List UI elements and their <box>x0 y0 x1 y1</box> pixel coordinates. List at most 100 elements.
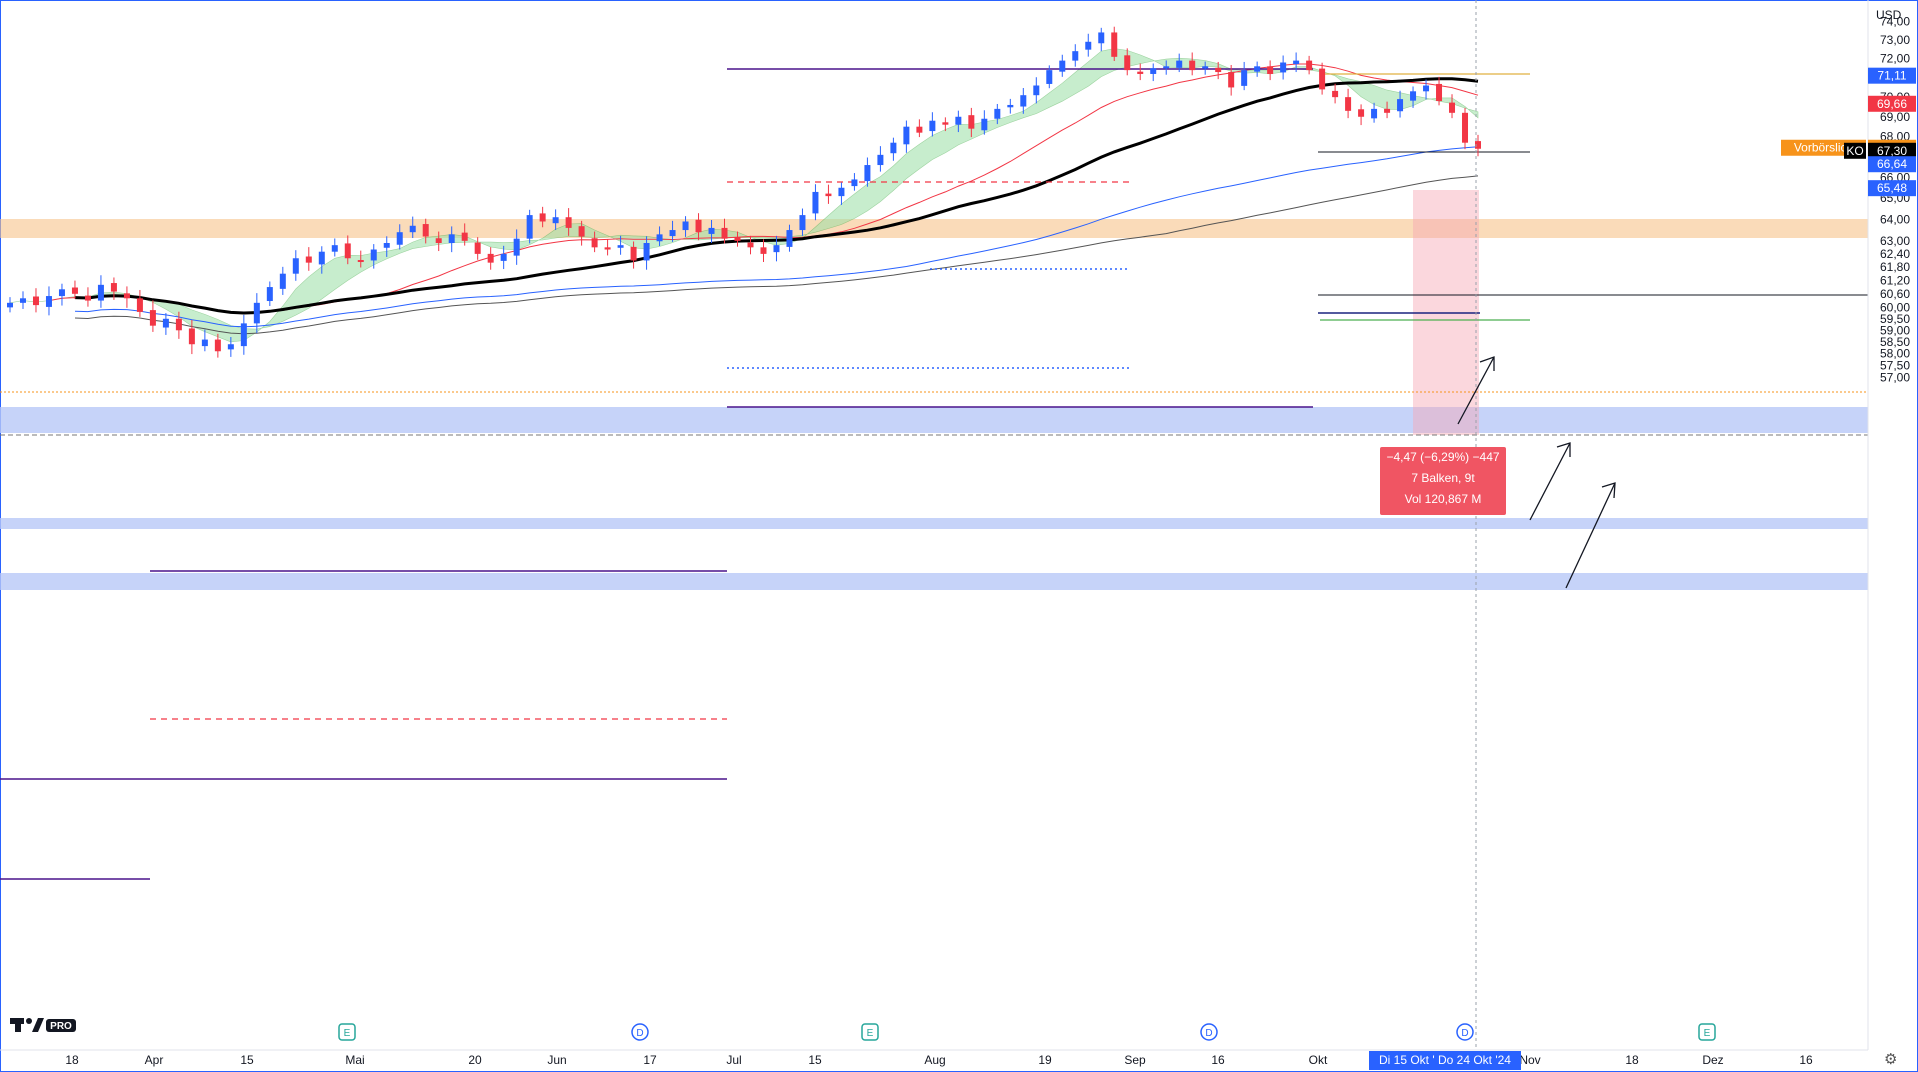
time-tick-label: 17 <box>643 1053 657 1067</box>
time-tick-label: Jul <box>726 1053 741 1067</box>
candle-body <box>123 293 130 299</box>
time-selection-label: Di 15 Okt ' Do 24 Okt '24 <box>1379 1053 1511 1067</box>
candle-body <box>1371 108 1378 119</box>
candle-body <box>1436 83 1443 102</box>
tooltip-change: −4,47 (−6,29%) −447 <box>1386 450 1500 464</box>
candle-body <box>1085 41 1092 50</box>
moving-averages <box>48 63 1479 335</box>
time-tick-label: Jun <box>547 1053 566 1067</box>
candle-body <box>383 242 390 248</box>
time-tick-label: Nov <box>1519 1053 1540 1067</box>
candle-body <box>487 253 494 263</box>
price-tick-label: 64,00 <box>1880 212 1910 226</box>
candle-body <box>1254 66 1261 72</box>
candle-body <box>747 242 754 248</box>
price-tick-label: 57,50 <box>1880 358 1910 372</box>
candle-body <box>201 339 208 347</box>
candle-body <box>1475 141 1481 149</box>
price-tick-label: 74,00 <box>1880 14 1910 28</box>
candle-body <box>1267 66 1274 74</box>
candle-body <box>1046 70 1053 84</box>
candle-body <box>214 339 221 352</box>
candles[interactable] <box>7 26 1481 358</box>
candle-body <box>708 227 715 234</box>
candle-body <box>1007 104 1014 108</box>
price-tick-label: 60,00 <box>1880 300 1910 314</box>
candle-body <box>1332 90 1339 98</box>
dividend-marker-icon <box>1200 1023 1218 1041</box>
price-tick-label: 58,00 <box>1880 347 1910 361</box>
candle-body <box>1358 109 1365 117</box>
candle-body <box>71 287 78 294</box>
candle-body <box>617 245 624 248</box>
candle-body <box>188 328 195 345</box>
time-tick-label: Aug <box>924 1053 945 1067</box>
candle-body <box>760 247 767 254</box>
currency-label[interactable]: USD <box>1876 8 1902 22</box>
candle-body <box>994 108 1001 119</box>
candle-body <box>526 215 533 239</box>
price-tag-box <box>1868 95 1916 112</box>
candle-body <box>305 256 312 263</box>
candle-body <box>981 118 988 131</box>
earnings-marker-icon <box>861 1023 879 1041</box>
candle-body <box>786 230 793 247</box>
time-tick-label: Apr <box>145 1053 164 1067</box>
candle-body <box>1033 85 1040 96</box>
time-tick-label: Sep <box>1124 1053 1146 1067</box>
candle-body <box>1410 91 1417 101</box>
candle-body <box>591 238 598 248</box>
candle-body <box>162 318 169 328</box>
candle-body <box>955 116 962 125</box>
candle-body <box>682 221 689 231</box>
candle-body <box>331 245 338 252</box>
candle-body <box>1150 68 1157 74</box>
price-tick-label: 57,00 <box>1880 370 1910 384</box>
candle-body <box>409 225 416 233</box>
time-tick-label: 15 <box>240 1053 254 1067</box>
candle-body <box>929 120 936 132</box>
candle-body <box>1189 60 1196 71</box>
candle-body <box>1059 60 1066 72</box>
candle-body <box>266 287 273 302</box>
candle-body <box>942 122 949 125</box>
support-zone-2 <box>0 518 1868 529</box>
price-tag-label: 66,64 <box>1877 157 1907 171</box>
price-tick-label: 73,00 <box>1880 33 1910 47</box>
candle-body <box>1072 51 1079 61</box>
drawing-lines <box>0 68 1868 880</box>
candle-body <box>1111 32 1118 57</box>
event-marker-label: E <box>1704 1028 1711 1039</box>
candle-body <box>45 296 52 307</box>
price-tag-name-box <box>1844 142 1866 159</box>
tradingview-logo: PRO <box>10 1018 76 1032</box>
time-tick-label: 18 <box>1625 1053 1639 1067</box>
event-marker-label: E <box>344 1028 351 1039</box>
support-zone-1 <box>0 407 1868 433</box>
price-tags: 71,1169,6667,45Vorbörslich67,30KO66,6465… <box>1781 67 1916 197</box>
candle-body <box>370 249 377 261</box>
time-axis[interactable]: 18 Apr 15 Mai 20 Jun 17 Jul 15 Aug 19 Sep 16 Okt Nov 18… <box>0 1049 1868 1070</box>
candle-body <box>279 273 286 289</box>
time-tick-label: 18 <box>65 1053 79 1067</box>
candle-body <box>500 253 507 261</box>
price-tag-label: 67,30 <box>1877 144 1907 158</box>
time-tick-label: Okt <box>1309 1053 1328 1067</box>
candle-body <box>97 284 104 301</box>
time-tick-label: Mai <box>345 1053 364 1067</box>
event-marker-label: E <box>867 1028 874 1039</box>
price-tag-box <box>1868 67 1916 84</box>
ma-ribbon <box>9 48 1479 343</box>
candle-body <box>565 217 572 228</box>
candle-body <box>357 260 364 263</box>
candle-body <box>175 318 182 331</box>
event-marker-label: D <box>636 1028 643 1039</box>
candle-body <box>461 232 468 241</box>
candle-body <box>877 154 884 166</box>
settings-gear-icon[interactable]: ⚙ <box>1884 1051 1898 1068</box>
support-zone-3 <box>0 573 1868 590</box>
candle-body <box>227 344 234 350</box>
candle-body <box>669 230 676 237</box>
